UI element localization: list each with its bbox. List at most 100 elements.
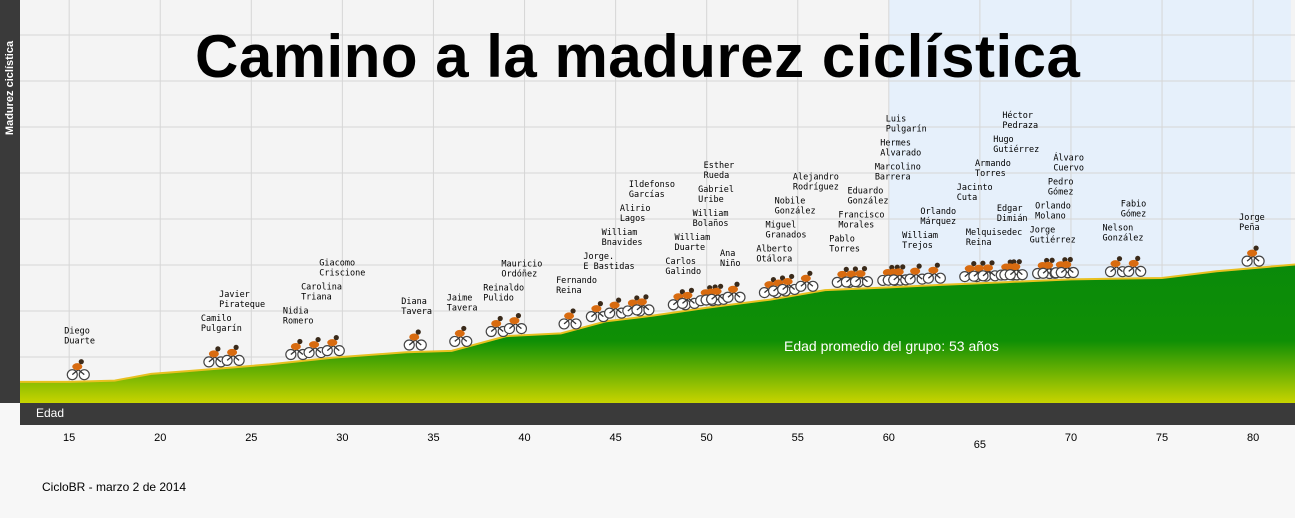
rider-head-icon: [789, 273, 795, 280]
rider-body-icon: [800, 274, 811, 282]
rider-name-line: Granados: [766, 231, 807, 241]
rider-name-line: González: [775, 207, 816, 217]
rider-name-label: Mauricio Ordóñez: [501, 260, 542, 280]
rider-body-icon: [1061, 261, 1072, 269]
rider-name-label: Francisco Morales: [838, 210, 884, 230]
profile-fill: [20, 264, 1295, 403]
rider-name-label: Pablo Torres: [829, 234, 860, 254]
rider-name-line: William: [674, 233, 710, 243]
rider-marker: Jaime Tavera: [447, 293, 478, 348]
rider-body-icon: [855, 270, 866, 278]
rider-name-label: Armando Torres: [975, 159, 1011, 179]
rider-name-line: Jaime: [447, 293, 473, 303]
rider-name-label: William Duarte: [674, 233, 710, 253]
rider-name-line: González: [848, 196, 889, 206]
rider-name-label: Miguel Granados: [766, 221, 807, 241]
rider-name-line: Duarte: [674, 243, 705, 253]
rider-head-icon: [843, 266, 849, 272]
rider-name-line: Esther: [704, 161, 735, 171]
rider-name-label: Reinaldo Pulido: [483, 284, 524, 304]
rider-head-icon: [1067, 256, 1073, 263]
rider-name-label: Álvaro Cuervo: [1053, 152, 1084, 174]
x-tick-label: 60: [883, 432, 895, 444]
rider-name-line: Reinaldo: [483, 284, 524, 294]
rider-marker: Ana Niño: [720, 249, 746, 303]
rider-name-line: Gutiérrez: [993, 144, 1039, 155]
rider-name-line: Giacomo: [319, 259, 355, 269]
rider-body-icon: [591, 305, 602, 313]
rider-name-label: Hugo Gutiérrez: [993, 135, 1039, 155]
rider-name-line: Alejandro: [793, 173, 839, 183]
rider-head-icon: [807, 270, 813, 276]
rider-body-icon: [72, 363, 83, 371]
rider-marker: Fernando Reina: [556, 276, 597, 330]
x-tick-label: 80: [1247, 432, 1259, 444]
x-tick-label: 30: [336, 432, 348, 444]
rider-name-line: Márquez: [920, 217, 956, 227]
rider-head-icon: [1116, 256, 1123, 262]
rider-name-label: Jorge. E Bastidas: [583, 252, 634, 272]
rider-name-label: Jorge Gutiérrez: [1030, 226, 1076, 246]
rider-name-line: Bnavides: [602, 238, 643, 248]
rider-name-line: Francisco: [838, 210, 884, 220]
rider-body-icon: [327, 339, 338, 347]
rider-name-line: Alirio: [620, 204, 651, 214]
rider-body-icon: [837, 270, 848, 278]
rider-name-label: Ildefonso Garcías: [629, 180, 675, 200]
rider-name-line: Dimián: [997, 214, 1028, 224]
rider-name-line: William: [602, 228, 638, 238]
rider-name-label: Carolina Triana: [301, 283, 342, 303]
rider-name-line: Fabio: [1121, 200, 1147, 210]
rider-name-label: Orlando Márquez: [920, 207, 956, 227]
rider-body-icon: [964, 265, 975, 273]
rider-head-icon: [989, 260, 995, 266]
rider-marker: Mauricio Ordóñez: [501, 260, 542, 335]
rider-head-icon: [297, 338, 303, 345]
rider-name-line: Orlando: [920, 207, 956, 217]
rider-marker: Jorge Peña: [1239, 213, 1265, 267]
rider-head-icon: [971, 260, 977, 267]
rider-head-icon: [1007, 259, 1013, 265]
rider-body-icon: [636, 298, 647, 306]
rider-body-icon: [409, 333, 420, 341]
rider-name-line: Diana: [401, 297, 427, 307]
rider-name-label: William Bolaños: [693, 209, 729, 229]
rider-name-line: Cuervo: [1053, 164, 1084, 174]
rider-name-line: Nelson: [1103, 224, 1134, 234]
rider-name-line: William: [693, 209, 729, 219]
rider-marker: Diana Tavera: [401, 297, 432, 351]
rider-marker: William Duarte: [674, 233, 710, 309]
rider-head-icon: [333, 335, 339, 341]
rider-body-icon: [290, 343, 301, 351]
rider-name-line: Rueda: [704, 171, 730, 181]
rider-name-label: Eduardo González: [848, 186, 889, 206]
rider-head-icon: [233, 344, 239, 350]
rider-name-line: Pulgarín: [886, 124, 927, 134]
rider-name-label: Gabriel Uribe: [698, 185, 734, 205]
rider-name-label: Orlando Molano: [1035, 202, 1071, 222]
rider-name-label: Alirio Lagos: [620, 204, 651, 224]
rider-name-label: Hermes Alvarado: [880, 138, 921, 158]
rider-name-line: Pulido: [483, 294, 514, 304]
x-tick-label: 65: [974, 439, 986, 451]
x-tick-label: 55: [792, 432, 804, 444]
rider-name-line: Cuta: [957, 193, 977, 203]
rider-head-icon: [900, 264, 906, 270]
rider-head-icon: [688, 287, 695, 293]
rider-name-label: Jacinto Cuta: [957, 183, 993, 203]
rider-body-icon: [1110, 260, 1121, 268]
rider-name-label: Pedro Gómez: [1048, 178, 1074, 198]
rider-name-line: Garcías: [629, 190, 665, 200]
rider-marker: Alejandro Rodríguez: [793, 173, 839, 292]
rider-body-icon: [983, 264, 993, 272]
rider-name-line: Hugo: [993, 135, 1013, 145]
rider-body-icon: [728, 285, 738, 293]
rider-marker: Nidia Romero: [283, 307, 314, 361]
rider-name-line: Carlos: [665, 257, 696, 267]
rider-name-line: Jorge: [1239, 213, 1265, 223]
rider-marker: William Bnavides: [602, 228, 643, 319]
senior-zone-highlight: [888, 0, 1291, 290]
rider-name-line: Reina: [556, 286, 582, 296]
rider-name-line: Trejos: [902, 241, 933, 251]
